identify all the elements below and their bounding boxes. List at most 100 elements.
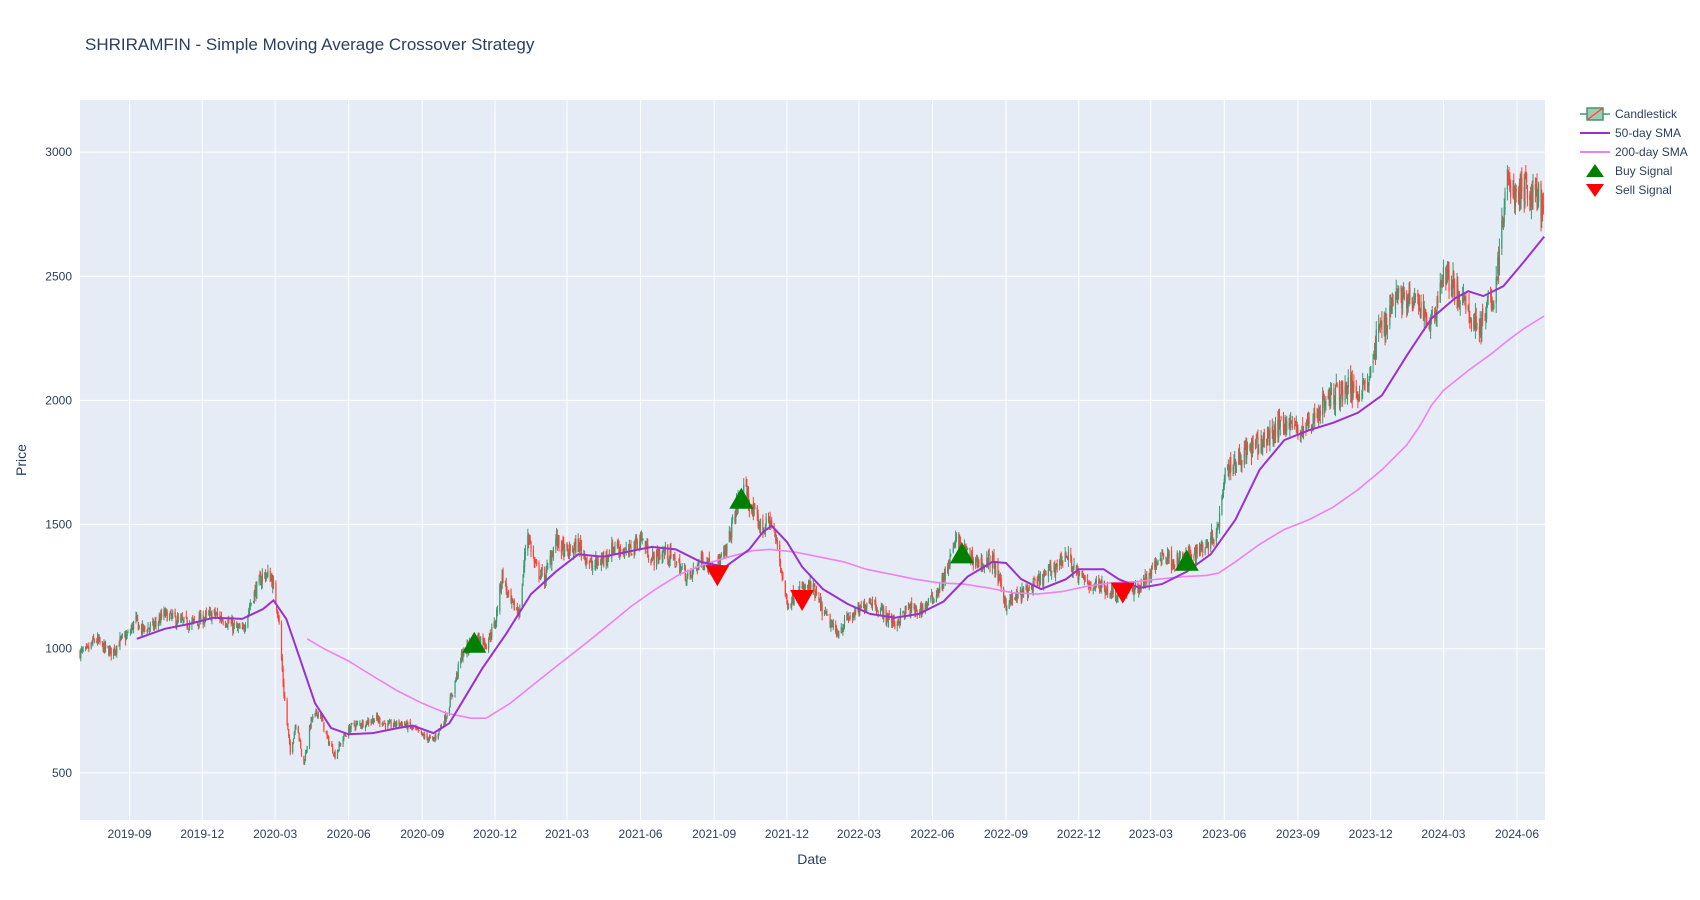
candle[interactable]: [250, 602, 252, 607]
candle[interactable]: [753, 502, 755, 517]
candle[interactable]: [209, 606, 211, 617]
candle[interactable]: [530, 540, 532, 558]
candle[interactable]: [1028, 584, 1030, 592]
candle[interactable]: [172, 609, 174, 619]
candle[interactable]: [90, 642, 92, 650]
candle[interactable]: [506, 585, 508, 599]
candle[interactable]: [630, 540, 632, 556]
candle[interactable]: [86, 643, 88, 649]
candle[interactable]: [840, 623, 842, 634]
candle[interactable]: [767, 512, 770, 524]
candle[interactable]: [233, 619, 235, 630]
candle[interactable]: [1308, 412, 1310, 429]
candle[interactable]: [372, 717, 375, 725]
candle[interactable]: [399, 722, 401, 728]
candle[interactable]: [213, 608, 215, 616]
candle[interactable]: [1462, 286, 1464, 306]
candle[interactable]: [1453, 270, 1455, 289]
candle[interactable]: [1098, 575, 1100, 589]
candle[interactable]: [1249, 443, 1251, 452]
candle[interactable]: [1094, 582, 1096, 591]
candle[interactable]: [1357, 391, 1359, 409]
candle[interactable]: [1456, 272, 1458, 309]
candle[interactable]: [1507, 170, 1509, 186]
candle[interactable]: [524, 544, 527, 561]
candle[interactable]: [300, 739, 302, 749]
candle[interactable]: [129, 628, 131, 636]
candle[interactable]: [92, 633, 95, 641]
candle[interactable]: [426, 731, 428, 741]
candle[interactable]: [1212, 537, 1214, 545]
candle[interactable]: [1267, 426, 1269, 439]
candle[interactable]: [596, 556, 598, 570]
candle[interactable]: [261, 568, 263, 589]
candle[interactable]: [599, 558, 602, 566]
candle[interactable]: [496, 607, 498, 628]
candle[interactable]: [667, 559, 670, 567]
candle[interactable]: [1053, 562, 1055, 573]
candle[interactable]: [455, 677, 457, 683]
candle[interactable]: [108, 645, 111, 657]
candle[interactable]: [336, 749, 339, 760]
candle[interactable]: [1026, 585, 1028, 593]
signal-markers[interactable]: [462, 487, 1199, 653]
candle[interactable]: [356, 720, 358, 727]
candle[interactable]: [454, 680, 456, 698]
candle[interactable]: [1442, 275, 1444, 288]
candle[interactable]: [527, 528, 529, 556]
candle[interactable]: [377, 714, 379, 724]
candle[interactable]: [1115, 595, 1117, 604]
candle[interactable]: [255, 581, 257, 602]
candle[interactable]: [1217, 523, 1219, 531]
candle[interactable]: [1238, 448, 1240, 466]
candle[interactable]: [81, 646, 83, 654]
candle[interactable]: [199, 609, 201, 622]
candle[interactable]: [1402, 286, 1404, 315]
candle[interactable]: [163, 606, 165, 621]
candle[interactable]: [819, 598, 821, 603]
candle[interactable]: [180, 613, 182, 624]
candle[interactable]: [1475, 307, 1477, 332]
candle[interactable]: [1294, 420, 1297, 427]
candle[interactable]: [791, 596, 793, 611]
candle[interactable]: [1350, 365, 1352, 403]
candle[interactable]: [110, 647, 112, 661]
candle[interactable]: [1179, 551, 1181, 559]
candle[interactable]: [1260, 430, 1262, 454]
candle[interactable]: [1378, 323, 1381, 331]
candle[interactable]: [594, 559, 596, 571]
candle[interactable]: [830, 619, 832, 632]
candle[interactable]: [1341, 379, 1343, 396]
candle[interactable]: [837, 630, 839, 638]
candle[interactable]: [1362, 372, 1364, 400]
candle[interactable]: [1106, 585, 1108, 595]
candle[interactable]: [824, 606, 826, 615]
candle[interactable]: [1161, 549, 1163, 566]
candle[interactable]: [154, 617, 156, 629]
candle[interactable]: [588, 560, 590, 569]
candle[interactable]: [1482, 303, 1484, 327]
candle[interactable]: [1256, 431, 1258, 439]
candle[interactable]: [390, 719, 392, 731]
candle[interactable]: [300, 748, 303, 757]
candle[interactable]: [1314, 403, 1316, 429]
candle[interactable]: [859, 604, 861, 617]
candle[interactable]: [723, 545, 726, 558]
candle[interactable]: [188, 628, 190, 633]
candle[interactable]: [171, 612, 173, 622]
candle[interactable]: [1232, 464, 1234, 477]
candle[interactable]: [815, 585, 818, 596]
candle[interactable]: [511, 595, 513, 609]
candle[interactable]: [1011, 591, 1014, 606]
candle[interactable]: [640, 530, 642, 542]
candle[interactable]: [567, 548, 570, 560]
candle[interactable]: [1468, 292, 1470, 324]
candle[interactable]: [735, 506, 737, 525]
candle[interactable]: [266, 572, 268, 579]
candle[interactable]: [292, 738, 295, 745]
candle[interactable]: [1261, 435, 1263, 455]
candle[interactable]: [784, 580, 786, 597]
candle[interactable]: [348, 724, 350, 739]
candle[interactable]: [1418, 294, 1421, 312]
candle[interactable]: [1374, 335, 1377, 366]
